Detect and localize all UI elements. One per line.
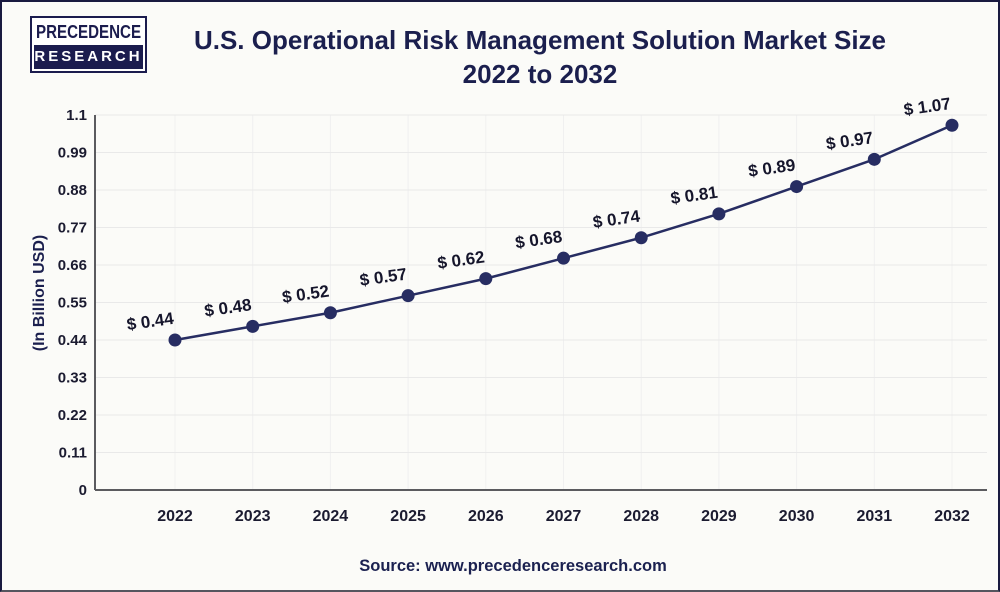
data-point xyxy=(246,319,260,333)
x-tick-label: 2028 xyxy=(623,508,659,525)
y-tick-label: 0.44 xyxy=(58,332,88,349)
y-tick-label: 0.99 xyxy=(58,145,87,162)
y-tick-label: 0.77 xyxy=(58,220,87,237)
data-label: $ 0.48 xyxy=(203,295,252,320)
x-tick-label: 2031 xyxy=(857,508,893,525)
data-point xyxy=(790,180,804,194)
data-point xyxy=(634,231,648,245)
data-point xyxy=(401,289,415,303)
x-tick-label: 2026 xyxy=(468,508,504,525)
chart-title-line2: 2022 to 2032 xyxy=(462,58,618,89)
data-label: $ 0.57 xyxy=(359,265,408,290)
logo-top-label: PRECEDENCE xyxy=(35,21,142,42)
data-point xyxy=(479,272,493,286)
y-tick-label: 0.11 xyxy=(59,445,87,462)
data-point xyxy=(557,251,570,265)
data-point xyxy=(712,207,726,221)
y-tick-label: 0.66 xyxy=(58,257,87,274)
data-label: $ 0.44 xyxy=(126,309,176,334)
data-label: $ 1.07 xyxy=(903,94,952,119)
data-label: $ 0.81 xyxy=(669,183,718,208)
precedence-research-logo: PRECEDENCE RESEARCH xyxy=(30,16,147,73)
data-point xyxy=(867,152,881,166)
x-tick-label: 2025 xyxy=(390,508,426,525)
x-tick-label: 2023 xyxy=(235,508,271,525)
logo-bottom-label: RESEARCH xyxy=(34,48,143,66)
data-label: $ 0.52 xyxy=(281,282,330,307)
data-label: $ 0.97 xyxy=(825,128,874,153)
logo-top-text: PRECEDENCE xyxy=(34,20,143,45)
x-tick-label: 2022 xyxy=(157,508,193,525)
y-tick-label: 0.88 xyxy=(58,182,87,199)
source-text: Source: www.precedenceresearch.com xyxy=(359,557,667,575)
data-label: $ 0.74 xyxy=(592,207,642,232)
x-tick-label: 2027 xyxy=(546,508,582,525)
y-tick-label: 0 xyxy=(79,482,87,499)
x-tick-label: 2024 xyxy=(313,508,349,525)
data-label: $ 0.68 xyxy=(514,227,563,252)
chart-title-line1: U.S. Operational Risk Management Solutio… xyxy=(193,25,887,55)
data-point xyxy=(168,333,182,347)
chart-title: U.S. Operational Risk Management Solutio… xyxy=(162,2,918,92)
y-tick-label: 1.1 xyxy=(66,107,87,124)
y-tick-label: 0.22 xyxy=(58,407,87,424)
data-label: $ 0.89 xyxy=(747,155,796,180)
data-point xyxy=(323,306,337,320)
x-tick-label: 2032 xyxy=(934,508,970,525)
logo-bottom-text: RESEARCH xyxy=(34,44,143,69)
x-tick-label: 2030 xyxy=(779,508,815,525)
data-label: $ 0.62 xyxy=(436,247,485,272)
y-tick-label: 0.55 xyxy=(58,295,87,312)
data-point xyxy=(945,118,959,132)
x-tick-label: 2029 xyxy=(701,508,737,525)
y-tick-label: 0.33 xyxy=(58,370,87,387)
